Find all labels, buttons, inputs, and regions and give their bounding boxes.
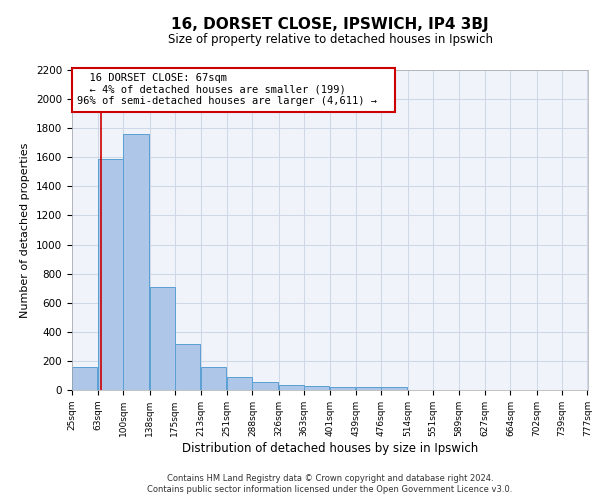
Bar — [382, 387, 407, 390]
Y-axis label: Number of detached properties: Number of detached properties — [20, 142, 31, 318]
X-axis label: Distribution of detached houses by size in Ipswich: Distribution of detached houses by size … — [182, 442, 478, 454]
Bar — [201, 366, 226, 390]
Bar — [330, 387, 355, 390]
Text: 16 DORSET CLOSE: 67sqm
  ← 4% of detached houses are smaller (199)
96% of semi-d: 16 DORSET CLOSE: 67sqm ← 4% of detached … — [77, 73, 389, 106]
Bar — [253, 382, 278, 390]
Bar — [149, 286, 175, 390]
Bar — [72, 366, 97, 390]
Bar — [304, 386, 329, 390]
Bar — [175, 344, 200, 390]
Bar — [278, 385, 304, 390]
Bar — [98, 158, 124, 390]
Text: 16, DORSET CLOSE, IPSWICH, IP4 3BJ: 16, DORSET CLOSE, IPSWICH, IP4 3BJ — [171, 18, 489, 32]
Bar — [227, 377, 253, 390]
Text: Contains HM Land Registry data © Crown copyright and database right 2024.: Contains HM Land Registry data © Crown c… — [167, 474, 493, 483]
Text: Size of property relative to detached houses in Ipswich: Size of property relative to detached ho… — [167, 32, 493, 46]
Text: Contains public sector information licensed under the Open Government Licence v3: Contains public sector information licen… — [148, 485, 512, 494]
Bar — [356, 387, 382, 390]
Bar — [124, 134, 149, 390]
